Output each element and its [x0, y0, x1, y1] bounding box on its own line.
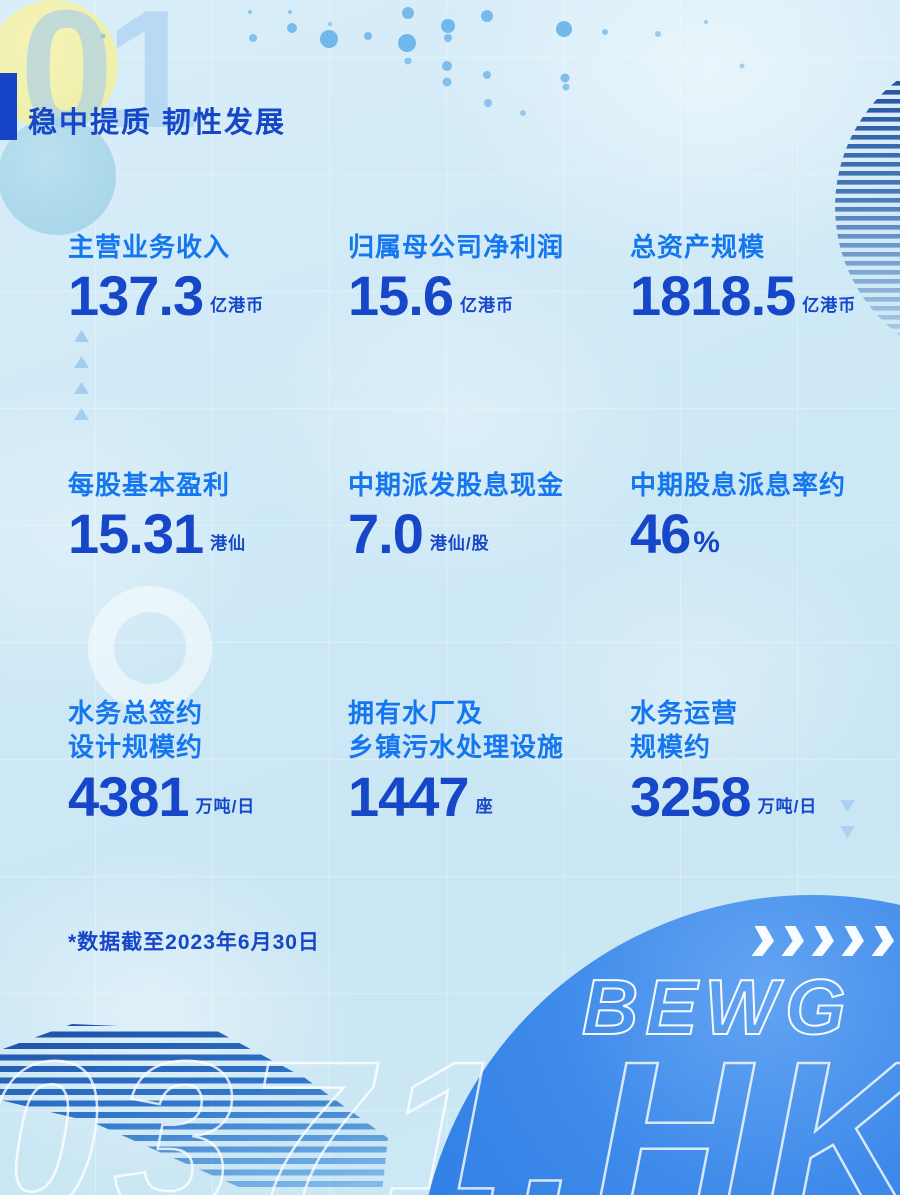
metric-value: 15.6 — [348, 264, 454, 328]
metric-unit: 亿港币 — [460, 296, 514, 316]
metric-unit: 万吨/日 — [195, 796, 256, 816]
metric-value: 46 — [630, 502, 691, 566]
metric-unit: 亿港币 — [210, 296, 265, 316]
metric-label: 每股基本盈利 — [68, 470, 231, 500]
metric-value: 4381 — [68, 764, 190, 828]
metric-card-total-assets: 总资产规模 1818.5 亿港币 — [630, 230, 856, 324]
chevron-right-icon — [841, 926, 865, 956]
bubble-dots-pattern — [100, 7, 745, 116]
metric-label: 中期派发股息现金 — [348, 470, 565, 500]
metric-label: 水务总签约 设计规模约 — [68, 698, 204, 763]
metric-unit: 港仙 — [210, 534, 247, 554]
metric-unit: % — [693, 526, 721, 560]
metric-label: 水务运营 规模约 — [630, 698, 739, 763]
chevron-right-icon — [751, 926, 775, 956]
triangle-markers-left — [74, 330, 89, 420]
company-ticker-watermark: BEWG — [581, 963, 853, 1051]
chevron-right-icon — [811, 926, 835, 956]
striped-swoosh-decoration — [0, 1024, 388, 1192]
metric-card-dividend: 中期派发股息现金 7.0 港仙/股 — [348, 468, 564, 562]
metric-label: 归属母公司净利润 — [348, 232, 565, 262]
chevron-arrows — [753, 926, 894, 956]
metric-label: 中期股息派息率约 — [630, 470, 847, 500]
metric-label: 总资产规模 — [630, 232, 766, 262]
donut-ring-decoration — [88, 586, 212, 710]
chevron-right-icon — [871, 926, 895, 956]
chevron-right-icon — [781, 926, 805, 956]
metric-value: 1818.5 — [630, 264, 796, 328]
striped-crescent-decoration — [835, 72, 900, 342]
metric-value: 7.0 — [348, 502, 424, 566]
page-title: 稳中提质 韧性发展 — [28, 107, 287, 139]
metric-unit: 亿港币 — [802, 296, 857, 316]
metric-value: 15.31 — [68, 502, 204, 566]
metric-card-operating-capacity: 水务运营 规模约 3258 万吨/日 — [630, 696, 817, 825]
metric-card-plants: 拥有水厂及 乡镇污水处理设施 1447 座 — [348, 696, 564, 825]
metric-unit: 座 — [475, 796, 494, 816]
title-accent-bar — [0, 73, 17, 140]
metric-card-net-profit: 归属母公司净利润 15.6 亿港币 — [348, 230, 564, 324]
metric-card-design-capacity: 水务总签约 设计规模约 4381 万吨/日 — [68, 696, 255, 825]
metric-value: 1447 — [348, 764, 470, 828]
triangle-down-icon — [840, 800, 855, 812]
metric-card-payout-ratio: 中期股息派息率约 46% — [630, 468, 846, 562]
triangle-up-icon — [74, 408, 89, 420]
data-date-footnote: *数据截至2023年6月30日 — [68, 931, 320, 954]
metric-value: 3258 — [630, 764, 752, 828]
metric-card-revenue: 主营业务收入 137.3 亿港币 — [68, 230, 264, 324]
metric-label: 主营业务收入 — [68, 232, 231, 262]
triangle-up-icon — [74, 356, 89, 368]
metric-unit: 港仙/股 — [429, 534, 490, 554]
metric-value: 137.3 — [68, 264, 204, 328]
triangle-markers-right — [840, 800, 855, 838]
triangle-up-icon — [74, 330, 89, 342]
triangle-up-icon — [74, 382, 89, 394]
metric-card-eps: 每股基本盈利 15.31 港仙 — [68, 468, 246, 562]
metric-unit: 万吨/日 — [757, 796, 818, 816]
triangle-down-icon — [840, 826, 855, 838]
stock-code-watermark: 0371.HK — [0, 1017, 900, 1195]
metric-label: 拥有水厂及 乡镇污水处理设施 — [348, 698, 565, 763]
section-number-watermark: 01 — [20, 0, 199, 163]
